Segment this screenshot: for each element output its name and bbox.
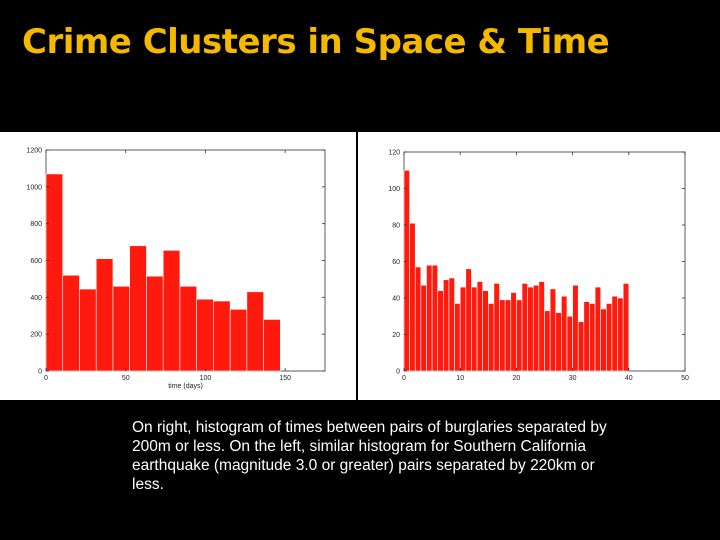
burglary-bar [611, 295, 618, 372]
burglary-histogram-panel: 0 20 40 60 80 100 120 0 10 20 30 40 50 [358, 132, 720, 400]
burglary-bar [561, 295, 568, 372]
burglary-bar [409, 222, 416, 372]
earthquake-bar [229, 309, 248, 372]
burglary-bar [488, 303, 495, 372]
burglary-bar [594, 286, 602, 372]
burglary-bar [521, 283, 528, 372]
earthquake-x-tick-label: 150 [279, 375, 291, 382]
burglary-bar [549, 288, 557, 372]
slide-caption: On right, histogram of times between pai… [132, 419, 607, 493]
burglary-bar [572, 284, 579, 372]
earthquake-y-tick-label: 1200 [26, 148, 42, 155]
burglary-bar [426, 264, 433, 372]
burglary-bar [482, 290, 489, 372]
earthquake-bar [146, 275, 164, 372]
earthquake-bar [162, 250, 181, 372]
burglary-bar [577, 321, 585, 372]
burglary-bar [555, 312, 562, 372]
burglary-y-tick-label: 80 [392, 223, 400, 230]
burglary-bar [420, 284, 427, 372]
burglary-x-tick-label: 40 [625, 375, 633, 382]
burglary-bar [527, 286, 534, 372]
burglary-bar [437, 290, 444, 372]
burglary-bar [516, 299, 523, 372]
burglary-bar [465, 268, 472, 372]
earthquake-x-tick-label: 100 [200, 375, 212, 382]
burglary-bar [600, 308, 607, 372]
earthquake-histogram-panel: 0 200 400 600 800 1000 1200 0 50 100 150 time (days… [0, 132, 356, 400]
burglary-y-tick-label: 120 [388, 150, 400, 157]
burglary-y-tick-label: 40 [392, 296, 400, 303]
earthquake-bar [263, 319, 281, 372]
burglary-bar [471, 286, 478, 372]
burglary-y-tick-label: 20 [392, 332, 400, 339]
burglary-bar [431, 264, 439, 372]
burglary-bar [443, 279, 450, 372]
earthquake-y-tick-label: 200 [30, 332, 42, 339]
earthquake-bar [129, 245, 147, 372]
earthquake-y-tick-label: 0 [38, 369, 42, 376]
burglary-bar [403, 169, 410, 372]
burglary-x-tick-label: 20 [513, 375, 521, 382]
earthquake-y-tick-label: 400 [30, 295, 42, 302]
burglary-bar [493, 283, 500, 372]
slide-title: Crime Clusters in Space & Time [22, 22, 610, 62]
burglary-x-tick-label: 0 [402, 375, 406, 382]
burglary-bar [583, 301, 590, 372]
burglary-bar [617, 297, 624, 372]
burglary-y-tick-label: 0 [396, 369, 400, 376]
earthquake-histogram: 0 200 400 600 800 1000 1200 0 50 100 150 time (days… [26, 148, 326, 390]
earthquake-bar [179, 285, 197, 372]
burglary-bar [622, 283, 630, 372]
earthquake-bar [95, 258, 114, 372]
burglary-y-tick-label: 60 [392, 259, 400, 266]
earthquake-bar [196, 298, 214, 372]
burglary-bar [454, 303, 461, 372]
earthquake-bar [62, 274, 80, 372]
burglary-bar [510, 292, 517, 372]
burglary-x-tick-label: 30 [569, 375, 577, 382]
earthquake-bar [79, 288, 97, 372]
earthquake-bar [45, 173, 64, 372]
earthquake-bar [112, 285, 130, 372]
burglary-bar [544, 310, 551, 372]
burglary-bar [448, 277, 455, 372]
earthquake-bar [246, 291, 264, 372]
earthquake-x-axis-label: time (days) [168, 383, 203, 390]
burglary-bar [459, 286, 467, 372]
earthquake-x-tick-label: 50 [122, 375, 130, 382]
burglary-bar [606, 303, 613, 372]
earthquake-y-tick-label: 1000 [26, 184, 42, 191]
earthquake-x-tick-label: 0 [44, 375, 48, 382]
earthquake-y-tick-label: 600 [30, 258, 42, 265]
burglary-bar [504, 299, 512, 372]
burglary-bar [589, 303, 596, 372]
burglary-y-tick-label: 100 [388, 186, 400, 193]
burglary-bar [414, 266, 422, 372]
burglary-bar [532, 284, 540, 372]
earthquake-y-tick-label: 800 [30, 221, 42, 228]
burglary-x-tick-label: 50 [681, 375, 689, 382]
burglary-bar [499, 299, 506, 372]
earthquake-bar [213, 300, 231, 372]
burglary-bar [566, 315, 573, 372]
burglary-bar [538, 281, 545, 372]
burglary-histogram: 0 20 40 60 80 100 120 0 10 20 30 40 50 [388, 150, 689, 383]
burglary-bar [476, 281, 483, 372]
burglary-x-tick-label: 10 [456, 375, 464, 382]
